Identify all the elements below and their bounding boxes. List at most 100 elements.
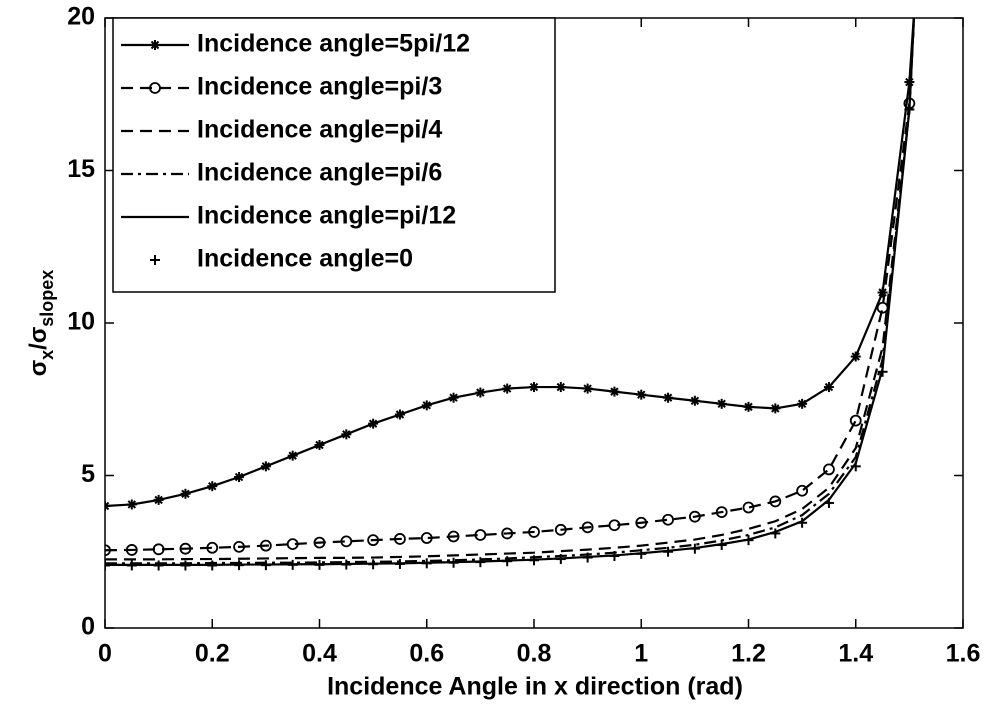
marker [663, 392, 674, 403]
marker-stroke [234, 472, 244, 482]
marker [636, 389, 647, 400]
x-tick-label: 0.4 [302, 640, 337, 668]
marker [448, 557, 459, 568]
x-tick-label: 0.6 [409, 640, 444, 668]
marker-circle [340, 535, 353, 548]
marker-circle [849, 414, 862, 427]
plot-area [105, 18, 916, 571]
marker [823, 463, 835, 476]
marker-stroke [771, 404, 780, 413]
legend-label: Incidence angle=pi/12 [197, 202, 456, 230]
marker-circle [367, 534, 380, 547]
marker-stroke [824, 382, 834, 392]
x-tick-label: 1 [634, 640, 648, 668]
x-axis-label: Incidence Angle in x direction (rad) [327, 673, 743, 701]
marker [770, 403, 781, 414]
marker [207, 560, 218, 571]
y-tick-label: 0 [81, 613, 95, 641]
marker [689, 395, 700, 406]
marker-stroke [105, 501, 110, 508]
marker [608, 519, 621, 532]
marker [234, 472, 245, 483]
marker-circle [581, 521, 594, 534]
marker-stroke [717, 399, 726, 409]
marker-circle [125, 544, 138, 556]
marker [554, 523, 567, 536]
marker [394, 533, 406, 545]
y-label-part: /σ [25, 327, 52, 350]
marker-stroke [315, 440, 324, 450]
marker [447, 530, 460, 543]
marker [849, 414, 862, 427]
marker-stroke [342, 430, 351, 439]
marker-stroke [476, 388, 485, 397]
marker [287, 450, 298, 461]
marker-stroke [663, 393, 673, 402]
marker [448, 392, 459, 403]
marker-circle [206, 541, 219, 554]
marker-circle [286, 538, 299, 551]
marker [153, 560, 164, 571]
marker-circle [554, 523, 567, 536]
marker [609, 386, 620, 397]
marker-stroke [181, 489, 190, 499]
marker [125, 544, 138, 556]
marker-stroke [105, 504, 110, 511]
x-tick-label: 0.2 [195, 640, 230, 668]
marker-circle [501, 527, 514, 540]
x-tick-label: 1.2 [731, 640, 766, 668]
marker-circle [105, 544, 111, 557]
marker-stroke [422, 401, 431, 410]
marker [555, 554, 566, 565]
marker-circle [420, 532, 433, 544]
marker [260, 560, 271, 571]
marker [105, 501, 110, 511]
y-label-part: x [37, 350, 57, 360]
marker [394, 558, 405, 569]
marker [286, 538, 299, 551]
marker [179, 542, 192, 555]
marker [475, 387, 486, 398]
marker-stroke [556, 382, 566, 392]
marker-stroke [502, 384, 512, 393]
marker [368, 559, 379, 570]
marker [105, 560, 110, 571]
marker-circle [769, 495, 782, 508]
marker [420, 532, 433, 544]
series-line [105, 18, 916, 561]
marker-circle [796, 484, 809, 497]
marker [823, 497, 834, 508]
marker-stroke [878, 288, 887, 297]
marker-stroke [395, 410, 405, 419]
marker [180, 488, 191, 499]
marker-stroke [851, 352, 860, 361]
marker [689, 543, 700, 554]
marker [153, 494, 164, 505]
marker-stroke [449, 393, 458, 402]
marker [367, 534, 380, 547]
marker [635, 516, 648, 529]
marker-circle [635, 516, 648, 529]
marker-stroke [154, 495, 163, 505]
marker [394, 409, 405, 420]
marker [150, 255, 160, 265]
marker [797, 517, 808, 528]
legend-label: Incidence angle=pi/3 [197, 73, 442, 101]
y-axis-label: σx/σslopex [25, 270, 56, 377]
marker [528, 526, 540, 538]
marker [502, 383, 513, 394]
marker [126, 560, 137, 571]
marker [474, 529, 487, 541]
y-label-part: σ [25, 360, 52, 376]
marker [796, 484, 809, 497]
legend-label: Incidence angle=5pi/12 [197, 30, 470, 58]
y-tick-label: 20 [67, 3, 95, 31]
marker [797, 398, 808, 409]
marker [877, 366, 888, 377]
marker [206, 541, 219, 554]
marker [314, 440, 325, 450]
marker-circle [152, 543, 165, 556]
marker [149, 82, 161, 94]
marker-circle [742, 501, 755, 514]
marker [501, 527, 514, 540]
